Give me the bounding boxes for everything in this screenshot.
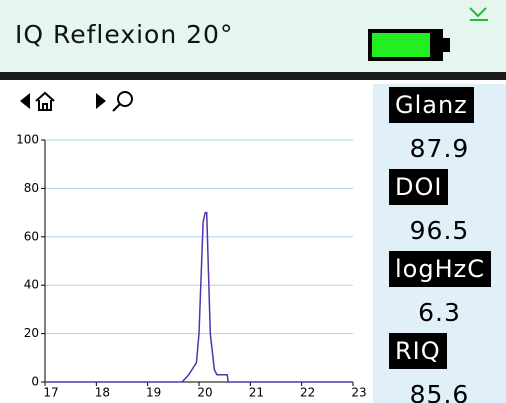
- export-icon: [469, 7, 488, 21]
- prev-arrow[interactable]: [20, 93, 30, 109]
- y-tick-label: 60: [24, 229, 39, 243]
- x-tick-label: 19: [146, 386, 161, 400]
- nav-icons: [20, 91, 133, 112]
- y-tick-label: 20: [24, 326, 39, 340]
- line: [45, 211, 353, 383]
- reading-value: 96.5: [409, 216, 470, 245]
- x-tick-label: 18: [95, 386, 110, 400]
- reading-value: 6.3: [418, 298, 461, 327]
- y-tick-label: 0: [31, 375, 39, 389]
- zoom-icon[interactable]: [117, 91, 133, 107]
- y-tick-label: 100: [16, 133, 39, 147]
- header: IQ Reflexion 20°: [0, 0, 506, 72]
- reading-value: 85.6: [409, 380, 470, 403]
- y-tick-label: 80: [24, 181, 39, 195]
- x-tick-label: 20: [197, 386, 212, 400]
- x-tick-label: 23: [351, 386, 366, 400]
- status-icons: [368, 7, 488, 61]
- chart: 0 20 40 60 80 100 17 18 19 20 21 22 23: [16, 133, 367, 400]
- y-tick-label: 40: [24, 278, 39, 292]
- reading-label: logHzC: [389, 251, 491, 287]
- zoom-handle: [112, 103, 121, 112]
- divider: [0, 72, 506, 80]
- x-tick-label: 17: [43, 386, 58, 400]
- home-icon[interactable]: [35, 91, 55, 111]
- next-arrow[interactable]: [96, 93, 106, 109]
- reading-label: RIQ: [389, 333, 447, 369]
- reading-label: DOI: [389, 169, 449, 205]
- reading-label: Glanz: [389, 87, 474, 123]
- title: IQ Reflexion 20°: [15, 20, 234, 49]
- battery-tip: [443, 38, 450, 52]
- readings-panel: Glanz 87.9 DOI 96.5 logHzC 6.3 RIQ 85.6: [373, 84, 506, 403]
- x-tick-label: 21: [249, 386, 264, 400]
- reading-value: 87.9: [409, 134, 470, 163]
- battery-level: [372, 33, 430, 57]
- x-tick-label: 22: [300, 386, 315, 400]
